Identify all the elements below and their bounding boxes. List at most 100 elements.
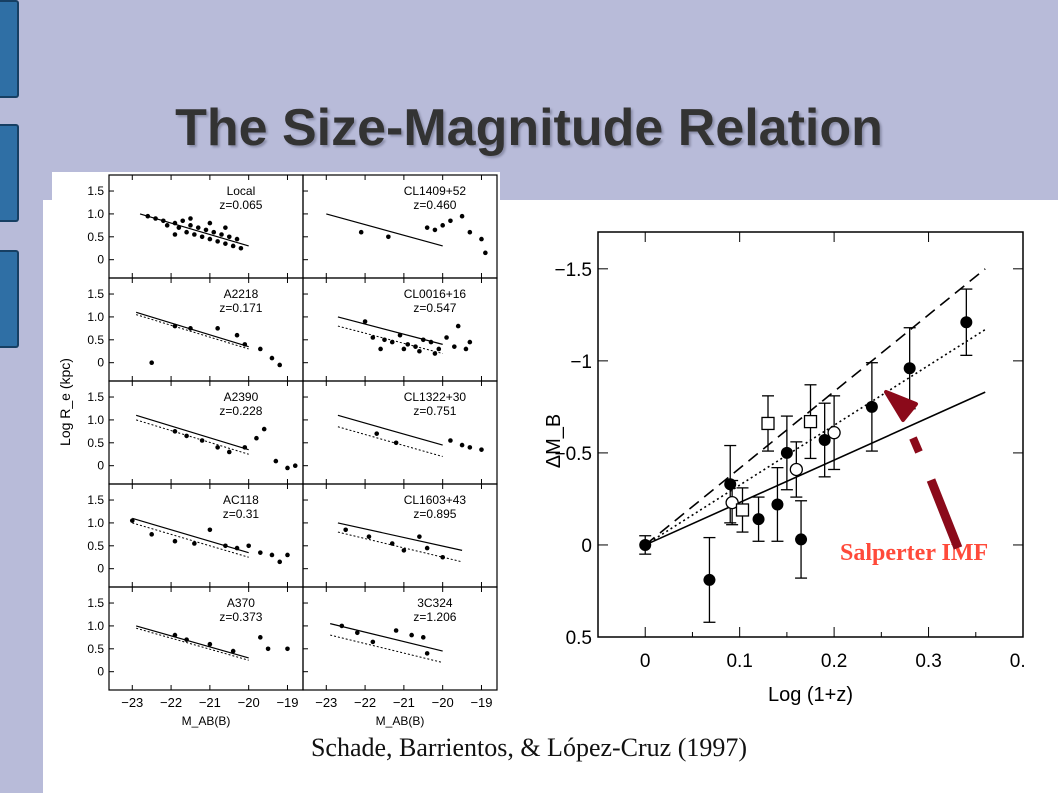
data-point bbox=[432, 227, 438, 233]
panel-redshift: z=0.895 bbox=[413, 507, 456, 521]
x-tick-label: −23 bbox=[121, 695, 143, 710]
data-point bbox=[149, 360, 154, 365]
panel-frame bbox=[108, 380, 304, 485]
data-point bbox=[467, 445, 473, 450]
dotted-model-line bbox=[644, 328, 986, 546]
x-tick-label: −19 bbox=[470, 695, 492, 710]
x-tick-label: 0.2 bbox=[821, 651, 847, 672]
data-point bbox=[258, 346, 263, 352]
data-point bbox=[188, 216, 193, 221]
data-point bbox=[269, 355, 275, 361]
panel-name: A370 bbox=[227, 596, 255, 610]
data-point bbox=[172, 220, 178, 226]
data-point bbox=[452, 344, 457, 349]
data-point bbox=[192, 232, 197, 237]
data-point bbox=[424, 651, 430, 656]
data-point bbox=[378, 346, 383, 352]
open-circle-point bbox=[725, 495, 739, 510]
data-point bbox=[242, 342, 248, 347]
data-point bbox=[428, 339, 434, 345]
filled-point bbox=[703, 573, 716, 586]
filled-point bbox=[795, 533, 808, 546]
data-point bbox=[254, 435, 259, 441]
data-point bbox=[199, 234, 205, 240]
fit-line bbox=[326, 213, 443, 247]
panel-redshift: z=0.171 bbox=[219, 301, 262, 315]
data-point bbox=[370, 335, 376, 340]
panel-cl1603-43: CL1603+43z=0.895 bbox=[302, 483, 498, 588]
data-point bbox=[207, 527, 213, 533]
data-point bbox=[358, 229, 364, 235]
data-point bbox=[161, 218, 166, 224]
y-axis-label: Log R_e (kpc) bbox=[57, 358, 73, 446]
dotted-fit-line bbox=[330, 634, 443, 664]
filled-point bbox=[903, 362, 916, 375]
filled-point bbox=[960, 316, 973, 329]
y-tick-label: 1.0 bbox=[87, 516, 104, 530]
y-tick-label: 1.5 bbox=[87, 390, 104, 404]
x-tick-label: 0.1 bbox=[726, 651, 752, 672]
data-point bbox=[172, 232, 178, 237]
data-point bbox=[444, 335, 449, 340]
data-point bbox=[258, 635, 263, 640]
data-point bbox=[195, 225, 201, 230]
dashed-model-line bbox=[644, 268, 986, 546]
data-point bbox=[199, 438, 205, 443]
open-square-point bbox=[803, 414, 818, 429]
data-point bbox=[483, 250, 488, 256]
filled-point bbox=[818, 434, 831, 447]
x-tick-label: −20 bbox=[432, 695, 454, 710]
data-point bbox=[172, 323, 178, 329]
data-point bbox=[448, 218, 453, 224]
data-point bbox=[219, 232, 224, 237]
data-point bbox=[389, 339, 395, 345]
data-point bbox=[386, 234, 391, 240]
data-point bbox=[355, 630, 360, 636]
data-point bbox=[448, 438, 453, 443]
data-point bbox=[172, 538, 178, 544]
y-tick-label: 1.0 bbox=[87, 413, 104, 427]
data-point bbox=[467, 339, 473, 345]
data-point bbox=[292, 463, 298, 468]
data-point bbox=[129, 518, 135, 523]
y-tick-label: 0.5 bbox=[87, 333, 104, 347]
y-tick-label: −1.5 bbox=[554, 260, 592, 281]
data-point bbox=[440, 554, 445, 560]
fit-line bbox=[139, 213, 249, 247]
solid-model-line bbox=[644, 391, 986, 546]
x-tick-label: −22 bbox=[160, 695, 182, 710]
data-point bbox=[459, 213, 465, 219]
data-point bbox=[401, 346, 407, 352]
panel-name: A2390 bbox=[224, 390, 259, 404]
y-tick-label: 1.0 bbox=[87, 619, 104, 633]
data-point bbox=[285, 646, 290, 652]
y-tick-label: 1.5 bbox=[87, 596, 104, 610]
panel-name: CL0016+16 bbox=[404, 287, 467, 301]
data-point bbox=[207, 236, 213, 242]
data-point bbox=[230, 243, 236, 249]
y-tick-label: 0 bbox=[97, 562, 104, 576]
filled-point bbox=[752, 513, 765, 526]
slide-tab-1 bbox=[0, 0, 19, 98]
fit-line bbox=[135, 414, 249, 451]
open-circle-point bbox=[827, 426, 841, 440]
data-point bbox=[207, 641, 213, 647]
y-tick-label: 0.5 bbox=[87, 436, 104, 450]
y-axis-label: ΔM_B bbox=[543, 414, 565, 468]
salpeter-imf-label: Salperter IMF bbox=[840, 540, 989, 566]
data-point bbox=[149, 532, 154, 537]
x-tick-label: −20 bbox=[238, 695, 260, 710]
data-point bbox=[374, 431, 380, 436]
data-point bbox=[362, 319, 368, 324]
data-point bbox=[424, 545, 430, 551]
data-point bbox=[172, 429, 178, 434]
data-point bbox=[417, 348, 422, 354]
y-tick-label: 0.5 bbox=[87, 230, 104, 244]
panel-name: CL1322+30 bbox=[404, 390, 467, 404]
data-point bbox=[226, 234, 232, 240]
data-point bbox=[242, 445, 248, 450]
data-point bbox=[215, 445, 220, 450]
data-point bbox=[397, 332, 403, 338]
data-point bbox=[207, 220, 213, 226]
